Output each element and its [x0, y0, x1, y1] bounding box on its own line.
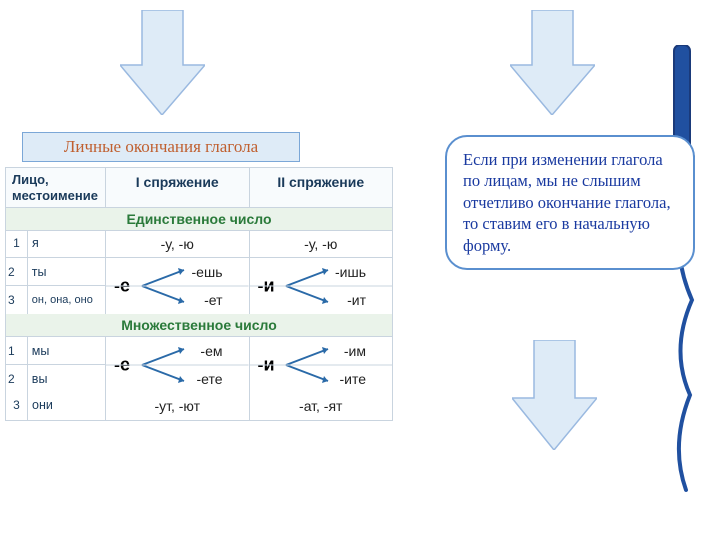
info-callout: Если при изменении глагола по лицам, мы … [445, 135, 695, 270]
section-singular: Единственное число [6, 208, 392, 231]
arrow-top-right [510, 10, 595, 115]
pen-decoration [650, 45, 710, 515]
arrow-top-left [120, 10, 205, 115]
section-plural: Множественное число [6, 314, 392, 337]
table-row: 1 я -у, -ю -у, -ю [6, 231, 392, 258]
table-group-plural: 1 мы 2 вы -е -ем -ете [6, 337, 392, 393]
conjugation-table: Лицо,местоимение I спряжение II спряжени… [5, 167, 393, 421]
table-row: 3 они -ут, -ют -ат, -ят [6, 393, 392, 420]
table-title: Личные окончания глагола [22, 132, 300, 162]
table-header-row: Лицо,местоимение I спряжение II спряжени… [6, 168, 392, 208]
arrow-bottom-right [512, 340, 597, 450]
table-group-singular: 2 ты 3 он, она, оно -е -ешь -ет [6, 258, 392, 314]
